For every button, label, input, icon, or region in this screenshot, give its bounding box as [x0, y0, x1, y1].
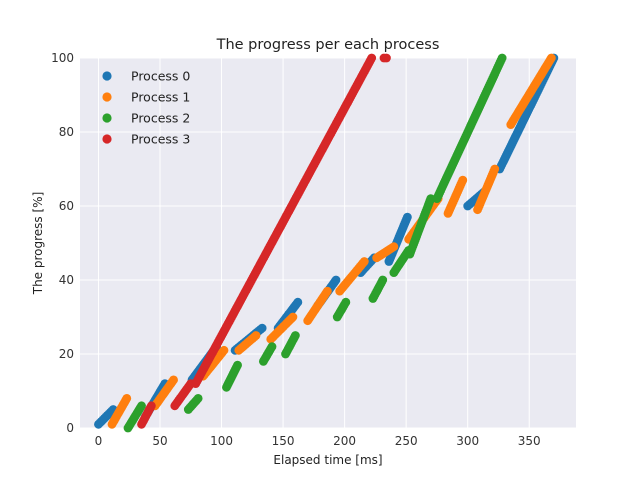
data-point	[233, 360, 242, 370]
data-point	[193, 394, 203, 403]
data-point	[267, 342, 277, 351]
data-point	[137, 401, 146, 411]
y-tick-label: 100	[51, 51, 74, 65]
legend-label: Process 3	[131, 132, 190, 147]
data-point	[219, 345, 229, 355]
x-tick-label: 350	[518, 434, 541, 448]
data-points	[94, 53, 559, 433]
chart-title: The progress per each process	[216, 37, 440, 53]
grid	[80, 57, 576, 429]
legend-marker	[102, 113, 112, 123]
data-point	[490, 164, 500, 174]
data-point	[389, 242, 399, 252]
plot-area	[80, 58, 576, 428]
legend-item: Process 3	[102, 132, 190, 147]
x-tick-label: 50	[152, 434, 167, 448]
y-tick-label: 20	[59, 347, 74, 361]
x-tick-label: 0	[95, 434, 103, 448]
legend-item: Process 2	[102, 111, 190, 126]
legend-item: Process 1	[102, 90, 190, 105]
data-point	[293, 297, 303, 307]
y-tick-label: 0	[66, 421, 74, 435]
x-tick-label: 100	[210, 434, 233, 448]
x-tick-label: 250	[395, 434, 418, 448]
data-point	[257, 323, 267, 333]
data-point	[402, 212, 412, 222]
data-point	[331, 275, 341, 285]
series-2	[123, 53, 507, 433]
y-axis-ticks: 0 20 40 60 80 100	[51, 51, 74, 435]
legend-label: Process 1	[131, 90, 190, 105]
legend-marker	[102, 134, 112, 144]
data-point	[497, 53, 507, 63]
data-point	[251, 331, 261, 340]
series-1	[107, 53, 556, 429]
data-point	[378, 275, 388, 285]
data-point	[169, 375, 178, 385]
y-tick-label: 80	[59, 125, 74, 139]
legend-item: Process 0	[102, 69, 190, 84]
x-axis-label: Elapsed time [ms]	[273, 453, 382, 467]
data-point	[146, 401, 156, 411]
data-point	[382, 53, 391, 63]
x-axis-ticks: 0 50 100 150 200 250 300 350	[95, 434, 541, 448]
data-point	[426, 194, 436, 204]
data-point	[290, 331, 300, 340]
y-axis-label: The progress [%]	[31, 192, 45, 296]
legend-label: Process 2	[131, 111, 190, 126]
data-point	[546, 53, 556, 63]
x-tick-label: 200	[333, 434, 356, 448]
y-tick-label: 40	[59, 273, 74, 287]
data-point	[367, 53, 377, 63]
x-tick-label: 150	[272, 434, 295, 448]
data-point	[288, 312, 298, 322]
legend-marker	[102, 71, 112, 81]
data-point	[322, 286, 332, 296]
legend: Process 0 Process 1 Process 2 Process 3	[102, 69, 190, 147]
legend-label: Process 0	[131, 69, 190, 84]
data-point	[122, 394, 132, 403]
data-point	[341, 297, 351, 307]
x-tick-label: 300	[456, 434, 479, 448]
data-point	[458, 175, 468, 185]
series-3	[137, 53, 391, 429]
legend-marker	[102, 92, 112, 102]
y-tick-label: 60	[59, 199, 74, 213]
data-point	[359, 257, 369, 266]
